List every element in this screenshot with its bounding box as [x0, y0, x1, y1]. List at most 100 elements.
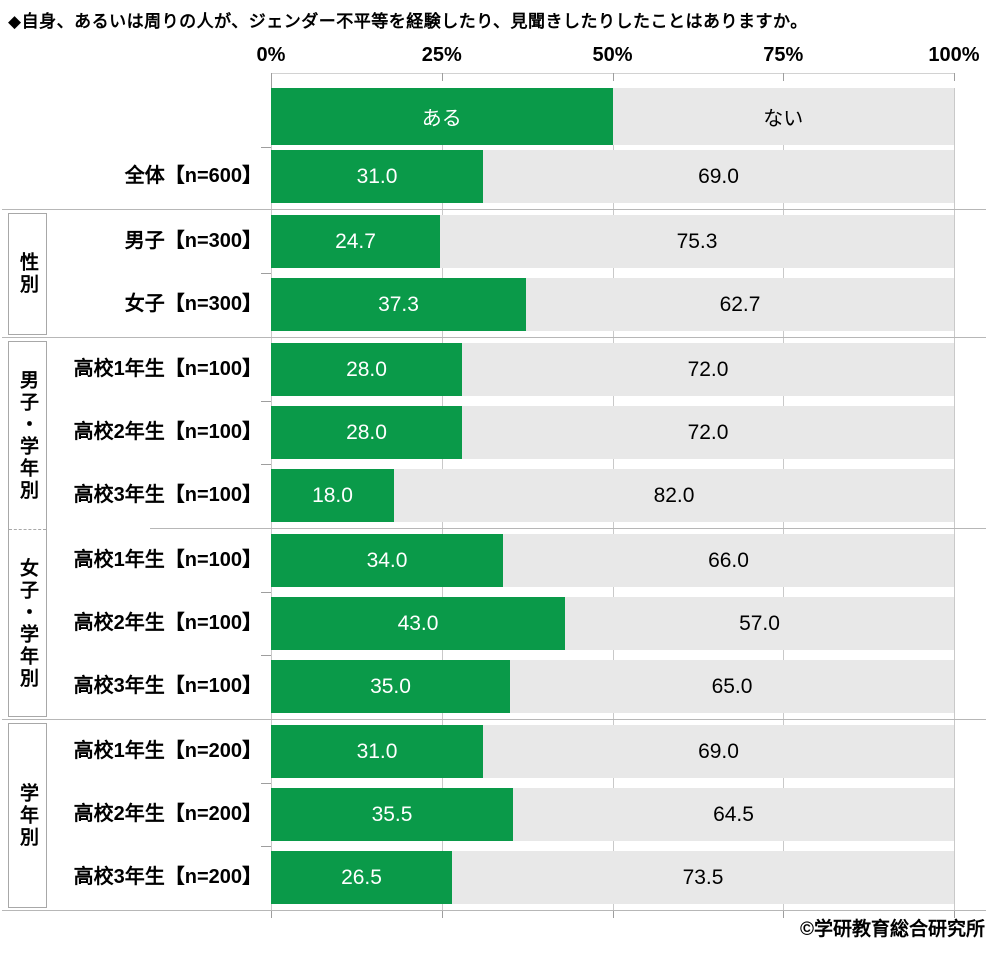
bar-segment-aru: 31.0	[271, 725, 483, 778]
bar-value-label: 24.7	[335, 229, 376, 253]
axis-tick-bottom	[612, 910, 614, 918]
axis-tick-bottom	[783, 910, 785, 918]
x-axis-tick-label: 0%	[256, 44, 286, 66]
bar-value-label: 62.7	[719, 292, 761, 316]
group-separator-line	[2, 337, 986, 338]
bar-value-label: 69.0	[698, 164, 739, 188]
category-tick	[261, 273, 271, 274]
group-separator-line	[2, 209, 986, 210]
bar-value-label: 35.5	[371, 802, 413, 826]
category-tick	[261, 846, 271, 847]
bar-value-label: 69.0	[698, 739, 739, 763]
bar-segment-nai: 69.0	[483, 725, 954, 778]
category-row-label: 高校3年生【n=100】	[73, 675, 262, 697]
bar-value-label: 82.0	[653, 483, 695, 507]
bar-segment-aru: 37.3	[271, 278, 526, 331]
bar-segment-nai: 66.0	[503, 534, 954, 587]
category-row-label: 高校1年生【n=200】	[73, 740, 262, 762]
bar-value-label: 73.5	[682, 865, 724, 889]
category-row-label: 全体【n=600】	[124, 165, 262, 187]
group-cell: 男子・学年別	[9, 342, 46, 530]
category-row-label: 高校3年生【n=100】	[73, 484, 262, 506]
category-row-label: 高校2年生【n=100】	[73, 421, 262, 443]
category-tick	[261, 655, 271, 656]
category-row-label: 高校1年生【n=100】	[73, 549, 262, 571]
bar-segment-aru: 28.0	[271, 343, 462, 396]
category-row-label: 高校2年生【n=200】	[73, 803, 262, 825]
bar-segment-nai: 72.0	[462, 343, 954, 396]
bar-segment-nai: 69.0	[483, 150, 954, 203]
bar-segment-nai: 72.0	[462, 406, 954, 459]
bar-segment-nai: 82.0	[394, 469, 954, 522]
group-label: 性別	[17, 252, 38, 296]
bar-value-label: 35.0	[370, 674, 411, 698]
bar-segment-aru: 35.0	[271, 660, 510, 713]
bar-segment-nai: 65.0	[510, 660, 954, 713]
bar-value-label: 37.3	[378, 292, 419, 316]
group-label: 女子・学年別	[17, 557, 38, 690]
gridline	[954, 88, 955, 910]
category-tick	[261, 464, 271, 465]
bar-value-label: 72.0	[687, 357, 729, 381]
x-axis-tick-label: 25%	[421, 44, 462, 66]
category-row-label: 高校2年生【n=100】	[73, 612, 262, 634]
bar-value-label: 31.0	[356, 739, 398, 763]
group-cell: 女子・学年別	[9, 530, 46, 717]
group-cell: 性別	[9, 214, 46, 334]
bar-value-label: 34.0	[366, 548, 408, 572]
group-cell: 学年別	[9, 724, 46, 907]
bar-value-label: 75.3	[676, 229, 718, 253]
category-row-label: 高校1年生【n=100】	[73, 358, 262, 380]
bar-value-label: 65.0	[711, 674, 753, 698]
legend-segment-aru: ある	[271, 88, 613, 145]
axis-tick-top	[441, 73, 443, 81]
legend-label: ある	[421, 108, 462, 130]
bar-segment-aru: 28.0	[271, 406, 462, 459]
bar-segment-aru: 31.0	[271, 150, 483, 203]
bar-segment-nai: 75.3	[440, 215, 954, 268]
category-row-label: 男子【n=300】	[124, 230, 262, 252]
bar-segment-aru: 35.5	[271, 788, 513, 841]
category-tick	[261, 401, 271, 402]
bar-value-label: 64.5	[713, 802, 754, 826]
bar-value-label: 43.0	[397, 611, 439, 635]
bar-value-label: 28.0	[346, 420, 387, 444]
bar-segment-aru: 24.7	[271, 215, 440, 268]
category-tick	[261, 147, 271, 148]
category-row-label: 高校3年生【n=200】	[73, 866, 262, 888]
bar-value-label: 26.5	[341, 865, 382, 889]
bar-segment-aru: 43.0	[271, 597, 565, 650]
copyright: ©学研教育総合研究所	[799, 919, 985, 940]
bar-segment-nai: 57.0	[565, 597, 954, 650]
category-tick	[261, 783, 271, 784]
x-axis-tick-label: 100%	[928, 44, 980, 66]
group-separator-line	[150, 528, 986, 529]
bar-value-label: 31.0	[356, 164, 398, 188]
group-label: 学年別	[17, 782, 38, 849]
bar-segment-aru: 34.0	[271, 534, 503, 587]
chart-bottom-line	[2, 910, 986, 911]
bar-value-label: 72.0	[687, 420, 729, 444]
legend-segment-nai: ない	[612, 88, 954, 145]
axis-tick-bottom	[271, 910, 272, 918]
group-label: 男子・学年別	[17, 369, 38, 502]
axis-tick-top	[954, 73, 955, 81]
group-box-boys-girls-by-grade: 男子・学年別 女子・学年別	[8, 341, 47, 717]
bar-value-label: 66.0	[708, 548, 749, 572]
bar-value-label: 28.0	[346, 357, 387, 381]
axis-tick-top	[271, 73, 272, 88]
x-axis-tick-label: 50%	[592, 44, 633, 66]
axis-tick-bottom	[954, 910, 955, 918]
legend-label: ない	[763, 108, 804, 130]
bar-value-label: 57.0	[739, 611, 780, 635]
bar-segment-nai: 62.7	[526, 278, 954, 331]
axis-tick-top	[612, 73, 614, 81]
bar-segment-nai: 73.5	[452, 851, 954, 904]
chart-title: ◆自身、あるいは周りの人が、ジェンダー不平等を経験したり、見聞きしたりしたことは…	[8, 12, 808, 31]
bar-value-label: 18.0	[312, 483, 353, 507]
group-box-by-grade: 学年別	[8, 723, 47, 908]
x-axis-tick-label: 75%	[763, 44, 804, 66]
bar-segment-aru: 18.0	[271, 469, 394, 522]
